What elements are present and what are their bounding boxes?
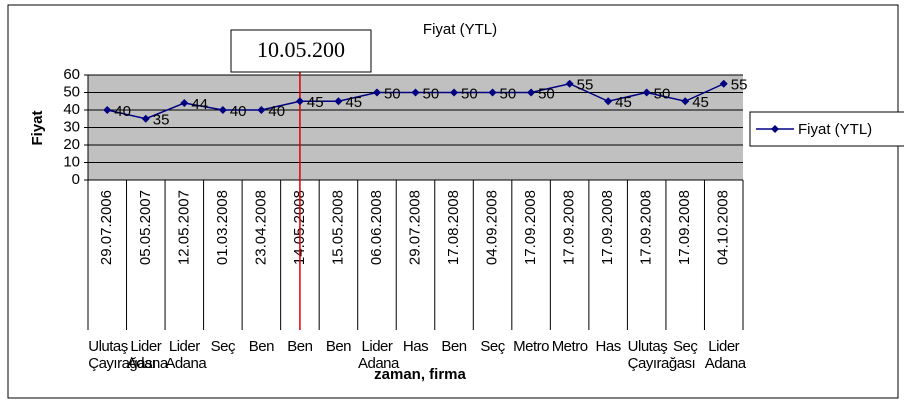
marker — [141, 114, 150, 123]
data-label: 50 — [500, 85, 517, 102]
firm-label: Ben — [287, 338, 313, 355]
data-label: 50 — [384, 85, 401, 102]
marker — [527, 88, 536, 97]
firm-label: Metro — [551, 338, 588, 355]
x-tick-label: 29.07.2008 — [406, 190, 423, 265]
marker — [180, 99, 189, 107]
data-label: 40 — [230, 103, 247, 120]
marker — [218, 106, 227, 114]
firm-label: Ulutaş Çayırağası — [627, 338, 696, 372]
annotation: 10.05.200 — [257, 37, 345, 62]
firm-label: Lider Adana — [165, 338, 207, 372]
x-axis-label: zaman, firma — [374, 366, 466, 383]
data-label: 50 — [461, 85, 478, 102]
firm-label: Ulutaş Çayırağası — [88, 338, 156, 372]
data-label: 44 — [191, 96, 208, 113]
chart-border — [7, 4, 899, 399]
y-tick-label: 50 — [63, 83, 80, 100]
legend-marker — [771, 125, 779, 133]
marker — [488, 88, 497, 97]
data-label: 45 — [692, 94, 709, 111]
data-label: 35 — [153, 112, 170, 129]
y-tick-label: 40 — [63, 101, 80, 118]
y-axis-label: Fiyat — [29, 110, 46, 145]
chart-title: Fiyat (YTL) — [423, 21, 497, 38]
firm-label: Lider Adana — [704, 338, 746, 372]
marker — [411, 88, 420, 97]
x-tick-label: 17.09.2008 — [638, 190, 655, 265]
marker — [604, 97, 613, 106]
data-label: 55 — [577, 77, 594, 94]
firm-label: Has — [402, 338, 429, 355]
y-tick-label: 20 — [63, 136, 80, 153]
marker — [642, 88, 651, 97]
marker — [257, 106, 266, 114]
annotation-box — [230, 29, 372, 73]
x-tick-label: 06.06.2008 — [368, 190, 385, 265]
marker — [719, 79, 728, 88]
data-label: 55 — [731, 77, 748, 94]
firm-label: Lider Adana — [126, 338, 168, 372]
marker — [372, 88, 381, 97]
marker — [103, 106, 112, 114]
firm-label: Lider Adana — [357, 338, 399, 372]
firm-label: Seç — [210, 338, 236, 355]
firm-label: Seç — [480, 338, 505, 355]
data-label: 45 — [307, 94, 324, 111]
x-tick-label: 12.05.2007 — [175, 190, 192, 265]
marker — [295, 97, 304, 106]
x-tick-label: 17.09.2008 — [599, 190, 616, 265]
data-label: 50 — [538, 85, 555, 102]
x-tick-label: 15.05.2008 — [329, 190, 346, 265]
firm-label: Has — [595, 338, 622, 355]
x-tick-label: 17.08.2008 — [445, 190, 462, 265]
x-tick-label: 23.04.2008 — [252, 190, 269, 265]
firm-label: Metro — [513, 338, 549, 355]
data-label: 45 — [615, 94, 632, 111]
data-label: 50 — [654, 85, 671, 102]
marker — [681, 97, 690, 106]
y-tick-label: 30 — [63, 118, 80, 135]
x-tick-label: 17.09.2008 — [676, 190, 693, 265]
x-tick-label: 29.07.2006 — [98, 190, 115, 265]
y-tick-label: 60 — [63, 66, 80, 83]
y-tick-label: 10 — [63, 153, 80, 170]
x-tick-label: 04.09.2008 — [484, 190, 501, 265]
data-label: 45 — [345, 94, 362, 111]
firm-label: Ben — [325, 338, 352, 355]
legend-label: Fiyat (YTL) — [798, 121, 872, 138]
x-tick-label: 17.09.2008 — [561, 190, 578, 265]
data-label: 40 — [114, 103, 131, 120]
x-tick-label: 01.03.2008 — [214, 190, 231, 265]
y-tick-label: 0 — [72, 171, 80, 188]
x-tick-label: 04.10.2008 — [715, 190, 732, 265]
data-label: 50 — [423, 85, 440, 102]
marker — [565, 79, 574, 88]
firm-label: Seç — [673, 338, 698, 355]
x-tick-label: 05.05.2007 — [137, 190, 154, 265]
marker — [450, 88, 459, 97]
firm-label: Ben — [441, 338, 467, 355]
firm-label: Ben — [248, 338, 275, 355]
data-label: 40 — [268, 103, 285, 120]
x-tick-label: 17.09.2008 — [522, 190, 539, 265]
marker — [334, 97, 343, 106]
